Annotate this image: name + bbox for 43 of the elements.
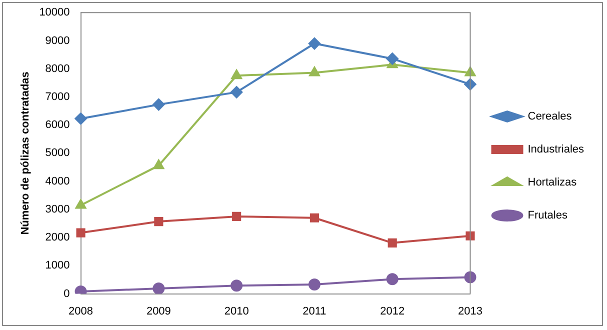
point: [386, 273, 398, 286]
y-tick-label: 0: [64, 288, 70, 300]
legend-label: Industriales: [528, 144, 584, 156]
point: [466, 231, 475, 240]
point: [309, 66, 320, 76]
point: [74, 112, 87, 125]
point: [76, 228, 86, 238]
point: [232, 212, 242, 222]
y-tick-label: 1000: [45, 260, 70, 272]
y-tick-label: 8000: [45, 62, 70, 75]
point: [388, 238, 397, 248]
point: [152, 98, 165, 111]
point: [310, 213, 319, 222]
y-tick-label: 6000: [45, 119, 70, 132]
x-tick-label: 2010: [224, 305, 249, 318]
x-tick-label: 2009: [146, 305, 171, 318]
y-tick-label: 3000: [45, 203, 70, 216]
point: [230, 280, 243, 292]
y-axis-title: Número de pólizas contratadas: [20, 72, 32, 235]
point: [464, 66, 476, 76]
point: [230, 86, 243, 98]
point: [231, 70, 242, 80]
y-tick-label: 2000: [45, 232, 70, 244]
point: [308, 278, 320, 291]
x-tick-label: 2013: [458, 305, 482, 318]
legend-label: Frutales: [528, 210, 568, 222]
point: [464, 271, 476, 284]
y-tick-label: 7000: [45, 90, 70, 103]
y-tick-label: 5000: [45, 147, 70, 160]
legend-label: Hortalizas: [528, 176, 578, 189]
x-tick-label: 2008: [68, 305, 94, 318]
legend-label: Cereales: [528, 110, 572, 123]
point: [386, 52, 398, 65]
y-tick-label: 4000: [45, 175, 70, 188]
point: [308, 38, 320, 50]
y-tick-label: 10000: [39, 6, 70, 19]
point: [152, 282, 165, 294]
x-tick-label: 2012: [380, 305, 405, 318]
x-tick-label: 2011: [302, 305, 326, 318]
point: [153, 160, 164, 170]
point: [75, 199, 86, 209]
point: [154, 216, 164, 226]
y-tick-label: 9000: [45, 34, 70, 47]
